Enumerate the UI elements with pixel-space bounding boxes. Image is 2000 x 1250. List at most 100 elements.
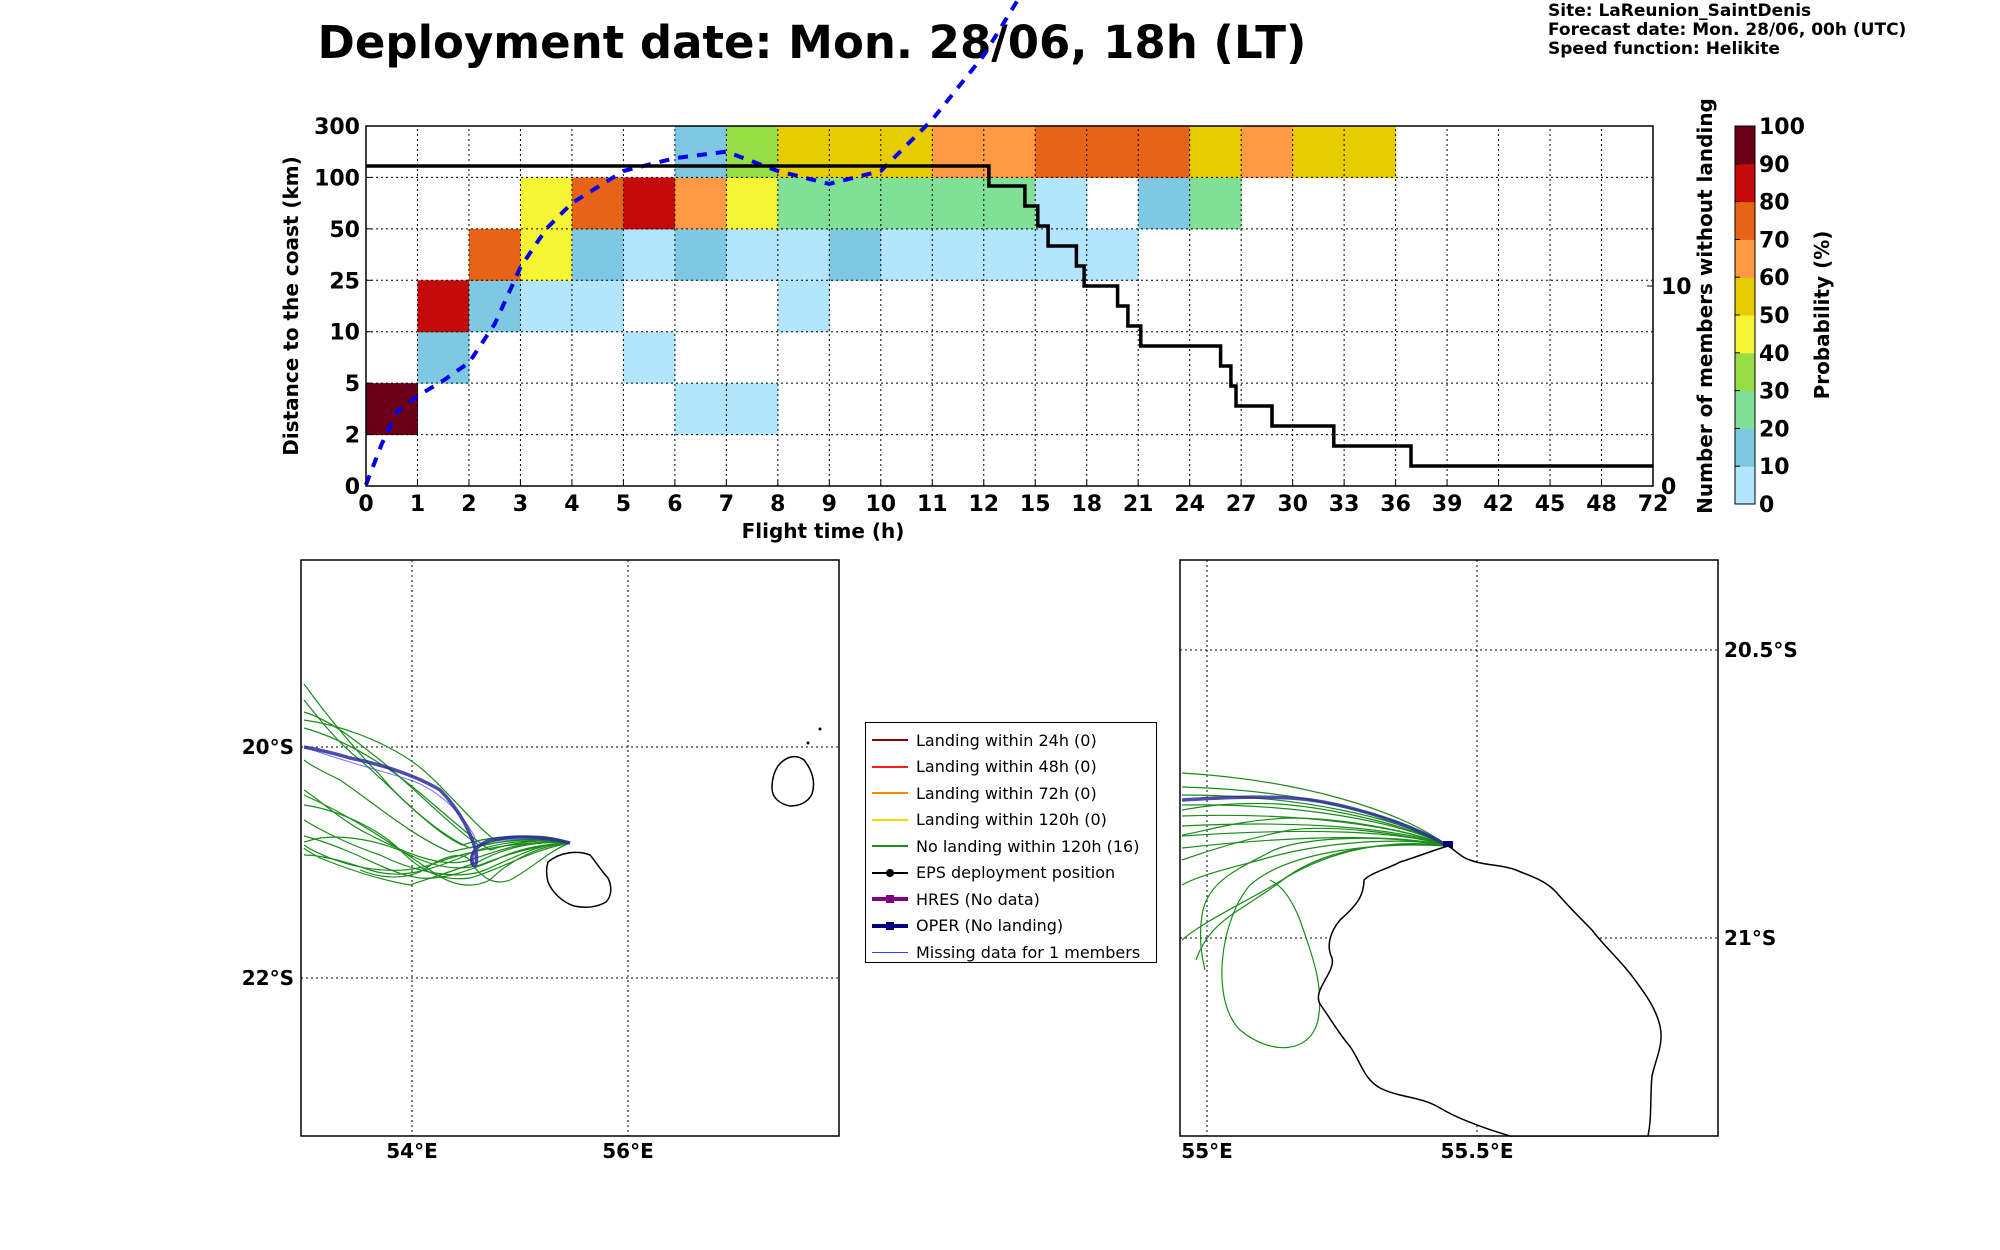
heatmap-grid [366,126,1653,486]
heatmap-cell [777,126,830,178]
colorbar-tick-label: 60 [1759,266,1790,291]
heatmap-frame [365,125,1654,487]
islet-marker [806,741,810,745]
forecast-label: Forecast date: Mon. 28/06, 00h (UTC) [1548,20,1907,40]
legend-label: Landing within 48h (0) [916,757,1097,777]
colorbar-segment [1735,239,1755,278]
right-map-lon-label: 55.5°E [1440,1139,1513,1163]
heatmap-cell [726,177,779,230]
colorbar-segment [1735,126,1755,165]
left-map-ensemble-tracks [303,683,571,886]
y2-tick-label: 10 [1661,275,1692,300]
right-map: 55°E 55.5°E 20.5°S 21°S [1179,559,1798,1163]
heatmap-cell [932,228,985,281]
heatmap-chart: 0 1 2 3 4 5 6 7 8 9 10 11 12 15 18 21 24 27 30 33 36 39 42 45 48… [279,0,1834,543]
heatmap-cell [777,177,830,230]
y2-tick-label: 0 [1661,475,1676,500]
x-tick-label: 48 [1586,492,1617,517]
legend-item: OPER (No landing) [866,913,1156,940]
x-tick-label: 10 [865,492,896,517]
y-tick-label: 25 [329,269,360,294]
heatmap-cell [880,177,933,230]
heatmap-cell [726,383,779,436]
heatmap-cell [777,228,830,281]
heatmap-cell [571,280,624,333]
members-without-landing-line [366,164,1653,468]
speed-label: Speed function: Helikite [1548,39,1780,59]
y-tick-label: 100 [314,166,360,191]
legend-label: Landing within 120h (0) [916,810,1107,830]
heatmap-cell [983,126,1036,178]
legend-swatch [872,946,908,958]
legend-label: No landing within 120h (16) [916,836,1140,856]
heatmap-cell [1189,126,1242,178]
reunion-island-outline [545,851,612,908]
heatmap-cell [1086,228,1139,281]
colorbar-tick-label: 100 [1759,115,1805,140]
left-map-lat-label: 22°S [242,966,294,990]
x-tick-label: 42 [1483,492,1514,517]
x-tick-label: 72 [1638,492,1669,517]
x-tick-label: 24 [1174,492,1205,517]
colorbar-segment [1735,315,1755,354]
heatmap-cell [726,228,779,281]
left-map-oper-track [303,745,571,868]
heatmap-cell [932,177,985,230]
heatmap-cell [1189,177,1242,230]
legend-swatch [872,920,908,932]
legend-swatch [872,814,908,826]
x-tick-label: 21 [1123,492,1154,517]
left-map-lon-label: 56°E [602,1139,654,1163]
heatmap-cell [829,228,882,281]
x-tick-label: 7 [719,492,734,517]
colorbar-label: Probability (%) [1810,231,1834,400]
legend-item: Landing within 24h (0) [866,727,1156,754]
right-map-lat-label: 20.5°S [1724,638,1798,662]
legend-label: Landing within 24h (0) [916,730,1097,750]
heatmap-cell [1035,177,1088,230]
legend-item: Missing data for 1 members [866,939,1156,966]
site-label: Site: LaReunion_SaintDenis [1548,1,1812,21]
x-tick-label: 9 [822,492,837,517]
heatmap-cell [674,383,727,436]
colorbar: 0 10 20 30 40 50 60 70 80 90 100 [1734,115,1805,518]
colorbar-segment [1735,466,1755,505]
x-tick-label: 11 [917,492,948,517]
legend-swatch [872,761,908,773]
colorbar-segment [1735,428,1755,467]
heatmap-cell [623,331,676,384]
legend-item: HRES (No data) [866,886,1156,913]
x-tick-label: 5 [616,492,631,517]
colorbar-tick-label: 30 [1759,380,1790,405]
legend-label: Landing within 72h (0) [916,783,1097,803]
colorbar-tick-label: 10 [1759,455,1790,480]
heatmap-cell [623,228,676,281]
heatmap-cell [468,228,521,281]
heatmap-cell [777,280,830,333]
right-map-oper-track [1181,795,1449,848]
heatmap-cell [1035,228,1088,281]
legend-label: OPER (No landing) [916,916,1064,936]
x-tick-label: 30 [1277,492,1308,517]
colorbar-tick-label: 40 [1759,342,1790,367]
legend-swatch [872,734,908,746]
y-tick-label: 50 [329,218,360,243]
y-tick-label: 5 [345,372,360,397]
colorbar-tick-label: 80 [1759,191,1790,216]
legend-item: EPS deployment position [866,860,1156,887]
x-tick-label: 0 [358,492,373,517]
x-tick-label: 36 [1380,492,1411,517]
y-tick-label: 0 [345,475,360,500]
x-tick-label: 12 [968,492,999,517]
legend-swatch [872,867,908,879]
heatmap-cell [932,126,985,178]
colorbar-segment [1735,277,1755,316]
heatmap-cell [880,228,933,281]
x-tick-label: 6 [667,492,682,517]
heatmap-cell [417,331,470,384]
left-map-graticule [301,560,839,1136]
heatmap-cell [520,280,573,333]
colorbar-tick-label: 20 [1759,417,1790,442]
track-legend: Landing within 24h (0) Landing within 48h… [865,722,1157,963]
run-info: Site: LaReunion_SaintDenis Forecast date… [1548,2,1906,59]
